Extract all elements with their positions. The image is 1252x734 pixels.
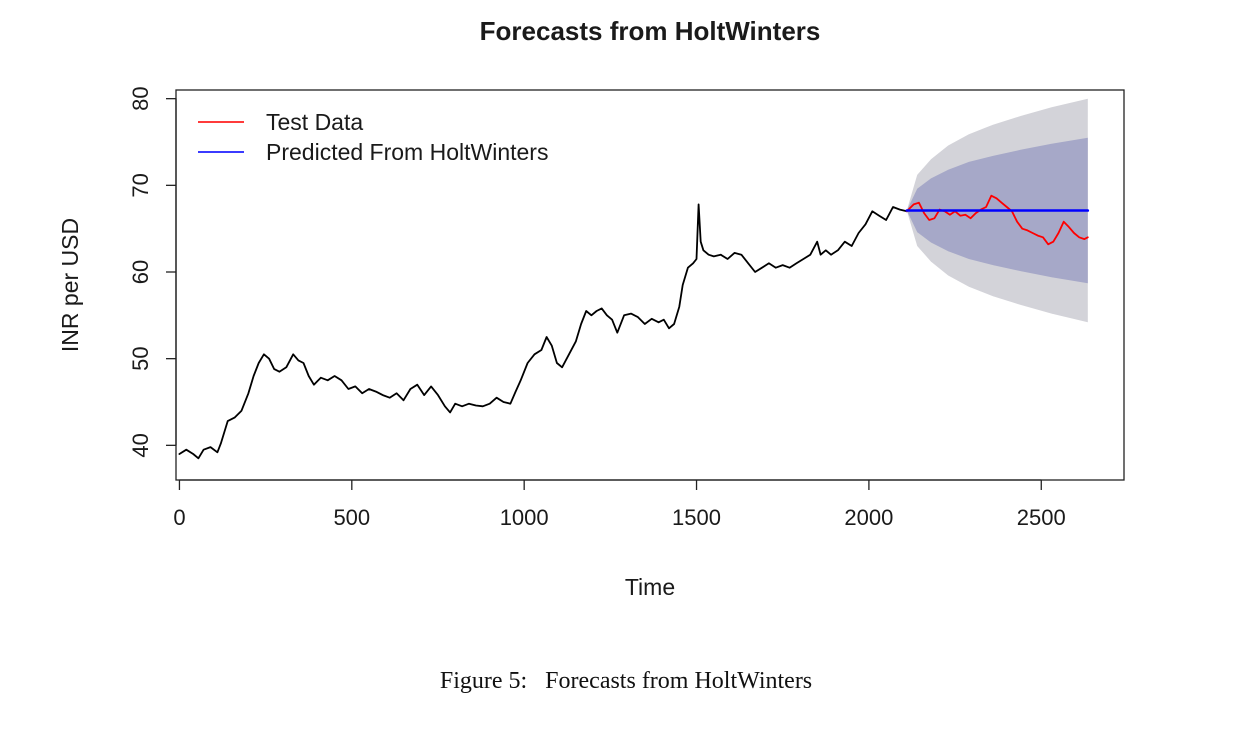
x-axis-label: Time [625, 574, 675, 600]
y-tick-label: 80 [128, 86, 153, 110]
axes: 0 500 1000 1500 2000 2500 40 50 60 70 80 [128, 86, 1125, 530]
x-tick-label: 500 [333, 505, 370, 530]
y-axis-label: INR per USD [57, 218, 83, 352]
y-tick-label: 40 [128, 433, 153, 457]
plot-area [178, 98, 1090, 460]
figure-caption: Figure 5: Forecasts from HoltWinters [439, 668, 813, 694]
x-tick-label: 0 [173, 505, 185, 530]
x-tick-label: 1000 [500, 505, 549, 530]
x-tick-label: 2000 [844, 505, 893, 530]
legend-label: Predicted From HoltWinters [266, 139, 548, 165]
chart-canvas: Forecasts from HoltWinters 0 500 1000 1500 2… [57, 16, 1125, 600]
training-data-line [178, 203, 908, 460]
chart-title: Forecasts from HoltWinters [480, 16, 821, 46]
x-tick-label: 1500 [672, 505, 721, 530]
y-tick-label: 50 [128, 346, 153, 370]
y-tick-label: 60 [128, 260, 153, 284]
x-tick-label: 2500 [1017, 505, 1066, 530]
legend-label: Test Data [266, 109, 363, 135]
forecast-chart: Forecasts from HoltWinters 0 500 1000 1500 2… [57, 16, 1125, 600]
y-tick-label: 70 [128, 173, 153, 197]
legend: Test Data Predicted From HoltWinters [198, 109, 548, 165]
